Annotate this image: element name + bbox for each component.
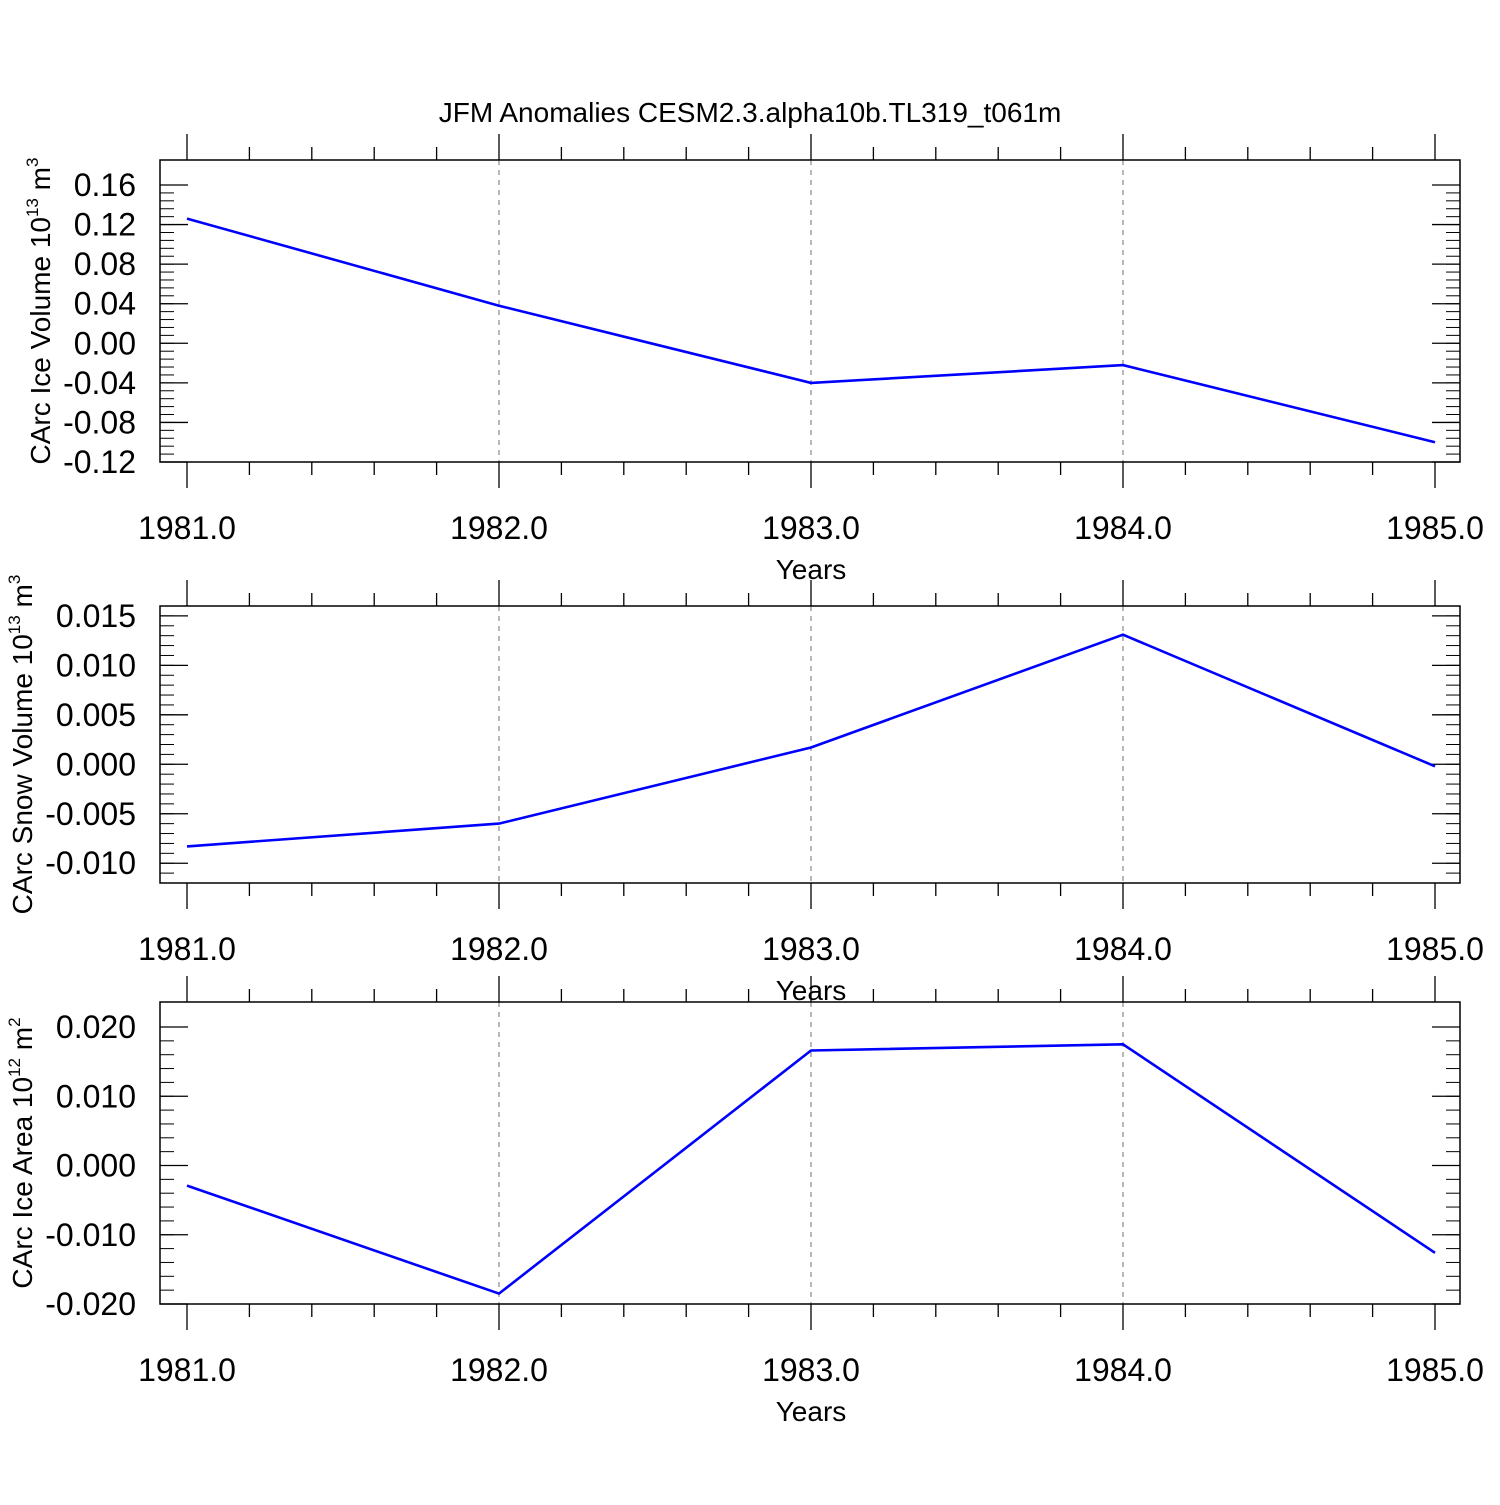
x-tick-label: 1985.0: [1386, 931, 1484, 967]
x-tick-label: 1981.0: [138, 1352, 236, 1388]
y-tick-label: 0.015: [56, 598, 136, 634]
y-axis-title-exp: 12: [5, 1058, 24, 1077]
x-axis-title: Years: [776, 554, 847, 585]
y-tick-label: -0.020: [45, 1286, 136, 1322]
x-tick-label: 1984.0: [1074, 510, 1172, 546]
x-tick-label: 1983.0: [762, 1352, 860, 1388]
y-axis-title-exp: 13: [5, 615, 24, 634]
panel-3: 1981.0 1982.0 1983.0 1984.0 1985.0 Years 0.020…: [5, 976, 1484, 1427]
panel-2: 1981.0 1982.0 1983.0 1984.0 1985.0Years0.015…: [5, 575, 1484, 1006]
y-tick-label: -0.12: [63, 444, 136, 480]
x-tick-label: 1982.0: [450, 931, 548, 967]
y-axis-title-unit: m: [7, 584, 38, 615]
y-tick-label: 0.000: [56, 1148, 136, 1184]
series-line: [186, 633, 1436, 848]
series-line: [186, 217, 1436, 444]
y-tick-label: 0.00: [74, 325, 136, 361]
y-tick-label: 0.010: [56, 1078, 136, 1114]
y-axis-title-unit-exp: 2: [5, 1017, 24, 1026]
y-tick-label: -0.010: [45, 845, 136, 881]
x-axis-title: Years: [776, 1396, 847, 1427]
plot-frame: [159, 605, 1461, 884]
y-tick-label: -0.08: [63, 404, 136, 440]
y-tick-label: 0.08: [74, 246, 136, 282]
y-axis-title: CArc Snow Volume 1013 m3: [5, 575, 38, 915]
y-axis-title-unit: m: [25, 167, 56, 198]
y-tick-label: 0.020: [56, 1009, 136, 1045]
y-axis-title-main: CArc Snow Volume 10: [7, 634, 38, 914]
y-tick-label: 0.12: [74, 207, 136, 243]
y-tick-label: -0.04: [63, 365, 136, 401]
y-axis-title: CArc Ice Volume 1013 m3: [23, 158, 56, 465]
x-tick-label: 1981.0: [138, 510, 236, 546]
y-tick-label: 0.000: [56, 746, 136, 782]
panel-1: 1981.0 1982.0 1983.0 1984.0 1985.0 Years 0.16 0…: [23, 134, 1484, 585]
x-tick-label: 1983.0: [762, 510, 860, 546]
x-tick-label: 1982.0: [450, 510, 548, 546]
y-tick-label: 0.04: [74, 286, 136, 322]
x-tick-label: 1981.0: [138, 931, 236, 967]
x-tick-label: 1985.0: [1386, 1352, 1484, 1388]
y-axis-title-main: CArc Ice Area 10: [7, 1077, 38, 1289]
y-tick-label: -0.010: [45, 1217, 136, 1253]
y-axis-title-unit-exp: 3: [23, 158, 42, 167]
x-tick-label: 1984.0: [1074, 1352, 1172, 1388]
plot-frame: [159, 159, 1461, 463]
x-tick-label: 1982.0: [450, 1352, 548, 1388]
y-tick-label: 0.005: [56, 697, 136, 733]
plot-frame: [159, 1001, 1461, 1305]
y-tick-label: 0.16: [74, 167, 136, 203]
y-axis-title: CArc Ice Area 1012 m2: [5, 1017, 38, 1288]
y-axis-title-exp: 13: [23, 198, 42, 217]
y-tick-label: -0.005: [45, 796, 136, 832]
y-tick-label: 0.010: [56, 647, 136, 683]
y-axis-title-unit-exp: 3: [5, 575, 24, 584]
x-tick-label: 1983.0: [762, 931, 860, 967]
x-tick-label: 1984.0: [1074, 931, 1172, 967]
y-axis-title-main: CArc Ice Volume 10: [25, 217, 56, 464]
chart-title: JFM Anomalies CESM2.3.alpha10b.TL319_t06…: [439, 97, 1062, 128]
series-line: [186, 1042, 1436, 1296]
x-tick-label: 1985.0: [1386, 510, 1484, 546]
y-axis-title-unit: m: [7, 1027, 38, 1058]
